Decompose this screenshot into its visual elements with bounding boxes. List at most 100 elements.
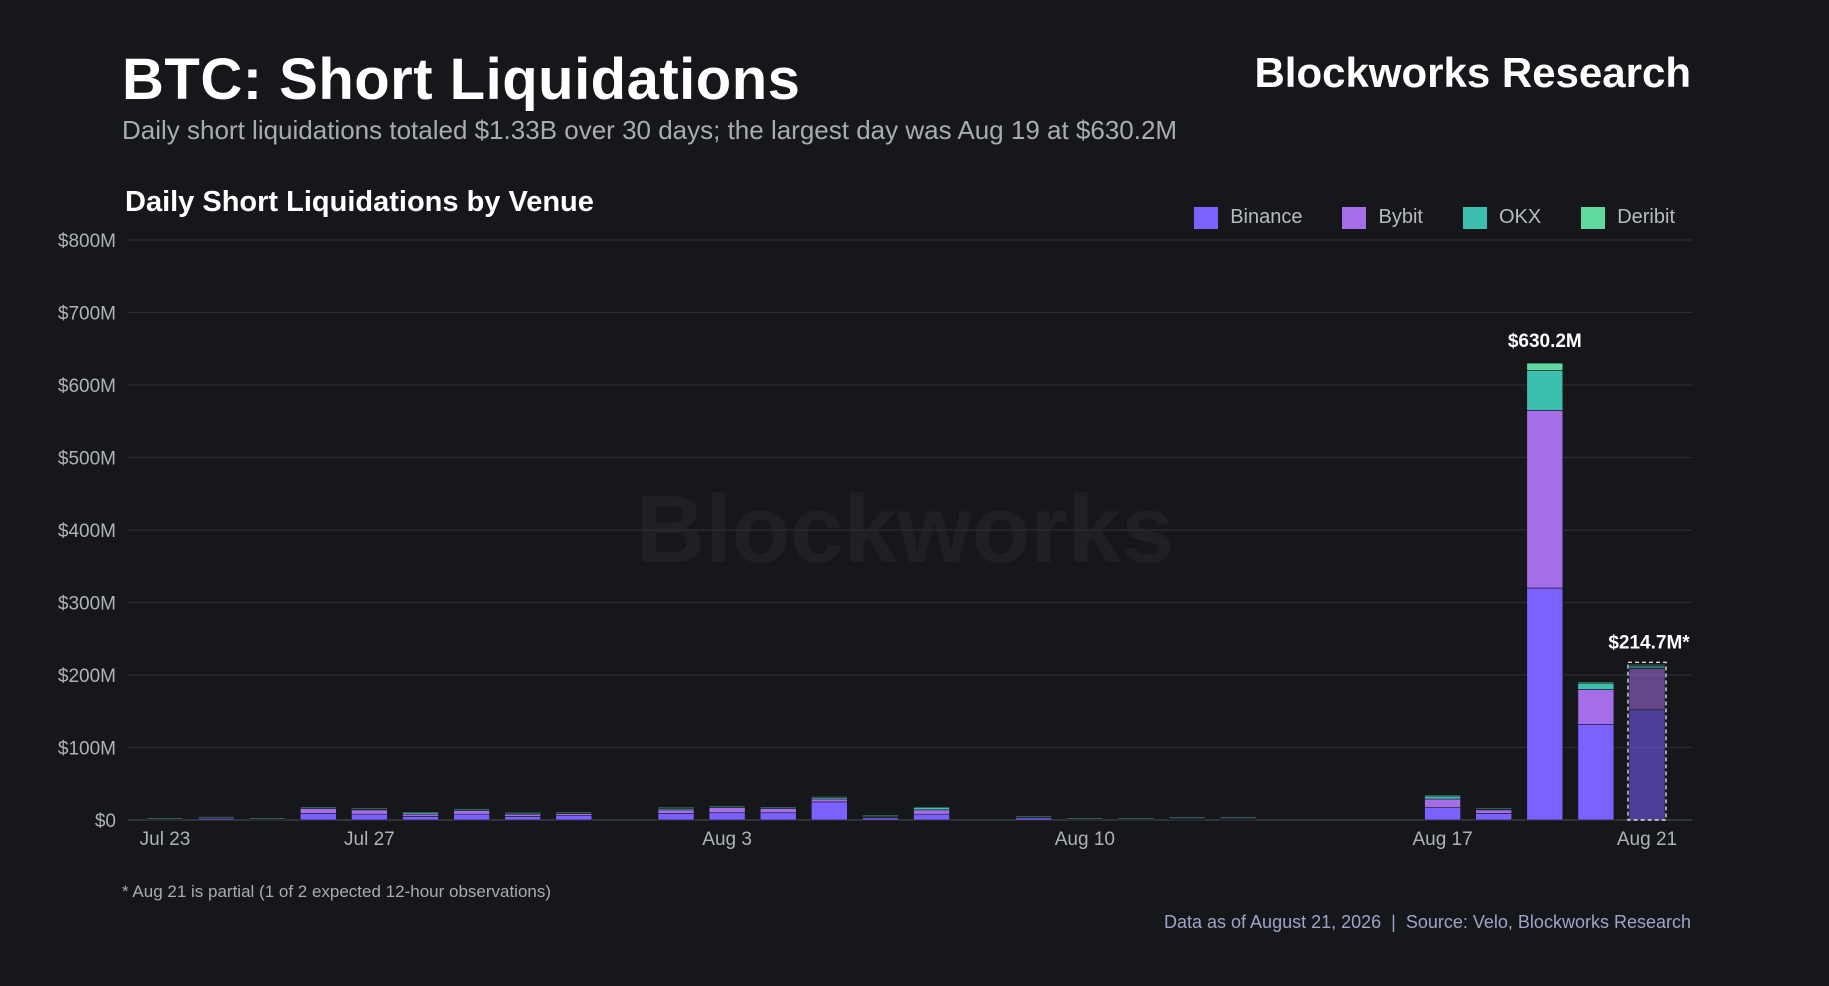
bar-stack <box>708 805 746 821</box>
y-tick-label: $300M <box>58 594 116 615</box>
x-tick-label: Jul 23 <box>140 829 191 850</box>
y-tick-label: $700M <box>58 304 116 325</box>
source-credit: Source: Velo, Blockworks Research <box>1405 912 1691 932</box>
bar-stack <box>1015 815 1053 821</box>
bar-segment-deribit <box>1424 794 1461 797</box>
bar-segment-deribit <box>759 806 797 808</box>
bar-segment-deribit <box>504 812 542 814</box>
bar-segment-deribit <box>351 807 388 810</box>
bar-segment-deribit <box>708 805 746 808</box>
bar-segment-binance <box>504 816 542 821</box>
bar-stack <box>1424 794 1461 821</box>
bar-stack <box>197 816 235 821</box>
bar-segment-bybit <box>1475 809 1512 814</box>
bar-segment-deribit <box>657 807 695 809</box>
bar-segment-bybit <box>1424 798 1461 808</box>
bar-segment-bybit <box>913 809 950 815</box>
bar-segment-okx <box>1577 683 1615 690</box>
chart-annotations: $630.2M $214.7M* <box>1508 331 1690 653</box>
bar-stack <box>1168 817 1206 821</box>
legend-swatch-bybit <box>1342 206 1367 229</box>
bar-stack <box>1475 807 1512 821</box>
bar-segment-bybit <box>402 813 439 817</box>
bar-segment-bybit <box>708 807 746 814</box>
bar-segment-binance <box>1526 587 1564 821</box>
y-tick-label: $200M <box>58 666 116 687</box>
data-as-of: Data as of August 21, 2026 <box>1164 912 1382 932</box>
bar-segment-deribit <box>1628 664 1666 666</box>
bar-segment-bybit <box>759 808 797 814</box>
bar-segment-binance <box>453 813 490 821</box>
bar-stack <box>1627 661 1667 821</box>
bar-segment-okx <box>913 807 950 811</box>
legend-item-binance: Binance <box>1194 206 1302 229</box>
bar-segment-bybit <box>1628 668 1666 711</box>
chart-legend: Binance Bybit OKX Deribit <box>1194 206 1675 229</box>
bar-stack <box>759 806 797 821</box>
bar-segment-binance <box>351 813 388 821</box>
bar-stack <box>402 811 439 821</box>
bar-segment-bybit <box>504 813 542 817</box>
bar-stack <box>351 807 388 821</box>
bar-segment-deribit <box>453 808 490 811</box>
legend-label-bybit: Bybit <box>1378 206 1423 228</box>
bar-segment-binance <box>1015 817 1053 821</box>
bar-segment-binance <box>862 817 899 821</box>
bar-segment-okx <box>1526 370 1564 411</box>
brand-logo-text: Blockworks Research <box>1254 49 1691 96</box>
legend-swatch-binance <box>1194 206 1219 229</box>
chart-bars <box>146 362 1667 821</box>
legend-label-deribit: Deribit <box>1617 206 1675 228</box>
bar-segment-binance <box>1424 807 1461 821</box>
x-tick-label: Jul 27 <box>344 829 395 850</box>
y-tick-label: $800M <box>58 231 116 252</box>
bar-segment-deribit <box>248 817 286 820</box>
bar-stack <box>555 811 593 821</box>
bar-segment-deribit <box>1526 362 1564 371</box>
page-subtitle: Daily short liquidations totaled $1.33B … <box>122 115 1178 145</box>
x-tick-label: Aug 3 <box>702 829 752 850</box>
bar-stack <box>1219 817 1257 821</box>
bar-segment-deribit <box>402 811 439 814</box>
bar-stack <box>504 812 542 821</box>
bar-segment-binance <box>555 815 593 821</box>
page-title: BTC: Short Liquidations <box>122 47 801 112</box>
bar-stack <box>1577 681 1615 821</box>
bar-segment-deribit <box>146 817 184 819</box>
legend-swatch-deribit <box>1581 206 1606 229</box>
bar-segment-deribit <box>862 815 899 817</box>
bar-segment-okx <box>1628 665 1666 669</box>
bar-segment-deribit <box>811 796 848 798</box>
bar-segment-bybit <box>1577 689 1615 725</box>
x-tick-label: Aug 17 <box>1412 829 1472 850</box>
legend-item-bybit: Bybit <box>1342 206 1423 229</box>
bar-segment-deribit <box>1168 817 1206 819</box>
chart-title: Daily Short Liquidations by Venue <box>125 186 594 218</box>
bar-segment-binance <box>1628 709 1666 821</box>
bar-stack <box>453 808 490 821</box>
bar-stack <box>300 806 337 821</box>
bar-segment-binance <box>300 813 337 821</box>
x-tick-label: Aug 10 <box>1055 829 1115 850</box>
bar-segment-binance <box>913 813 950 821</box>
bar-segment-deribit <box>913 806 950 808</box>
bar-segment-deribit <box>300 806 337 808</box>
bar-segment-binance <box>759 812 797 821</box>
bar-segment-deribit <box>1117 817 1155 820</box>
bar-segment-bybit <box>1526 410 1564 589</box>
bar-stack <box>811 796 848 821</box>
source-separator: | <box>1391 912 1396 932</box>
source-line: Data as of August 21, 2026 | Source: Velo,… <box>1164 912 1691 933</box>
bar-stack <box>248 817 286 821</box>
legend-swatch-okx <box>1462 206 1487 229</box>
legend-item-okx: OKX <box>1462 206 1541 229</box>
y-tick-label: $0 <box>95 811 116 832</box>
bar-segment-binance <box>402 816 439 821</box>
bar-segment-binance <box>1475 813 1512 821</box>
bar-segment-deribit <box>555 811 593 814</box>
bar-segment-bybit <box>453 810 490 815</box>
legend-label-binance: Binance <box>1230 206 1303 228</box>
bar-segment-bybit <box>811 798 848 803</box>
bar-stack <box>146 817 184 821</box>
data-label: $214.7M* <box>1608 632 1690 653</box>
